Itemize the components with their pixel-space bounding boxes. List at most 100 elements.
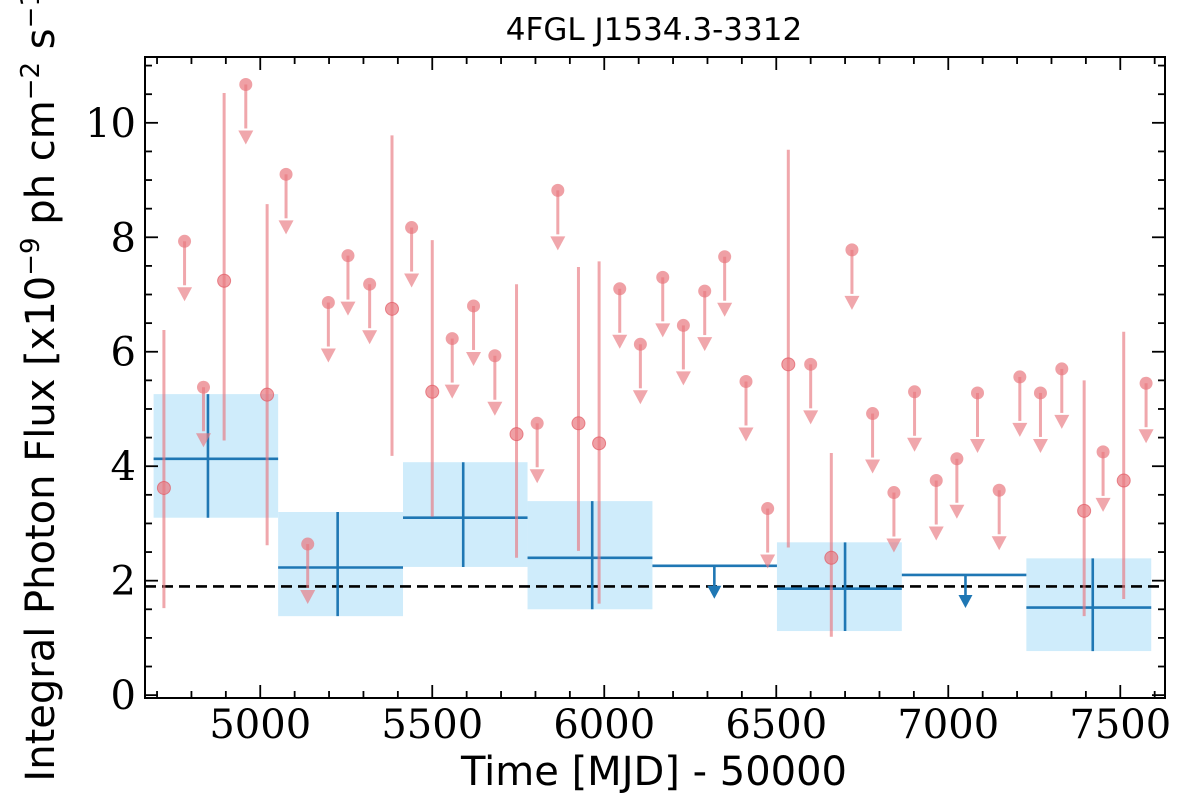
short-bin-upper-limit-arrow <box>865 459 881 474</box>
x-tick-label: 6000 <box>553 702 655 748</box>
short-bin-upper-limit-point <box>405 221 419 235</box>
y-tick-label: 4 <box>111 444 136 490</box>
short-bin-upper-limit-arrow <box>760 554 776 569</box>
plot-frame <box>144 56 1166 699</box>
short-bin-upper-limit-point <box>739 375 753 389</box>
long-bin-markers <box>153 394 1152 652</box>
short-bin-upper-limit-point <box>530 416 544 430</box>
short-bin-upper-limit-point <box>1033 386 1047 400</box>
y-tick-label: 0 <box>111 673 136 719</box>
short-bin-upper-limit-arrow <box>195 433 211 448</box>
long-bin-band <box>278 511 404 617</box>
short-bin-upper-limit-arrow <box>675 371 691 386</box>
x-tick-label: 5500 <box>381 702 483 748</box>
short-bin-point <box>509 427 524 442</box>
axis-ticks <box>145 57 1165 698</box>
long-bin-upper-limit-arrow <box>958 594 973 608</box>
y-axis-label: Integral Photon Flux [x10−9 ph cm−2 s−1] <box>16 0 64 782</box>
short-bin-upper-limit-point <box>676 318 690 332</box>
short-bin-upper-limit-point <box>467 299 481 313</box>
short-bin-upper-limit-point <box>279 167 293 181</box>
short-bin-upper-limit-arrow <box>1138 429 1154 444</box>
x-tick-label: 7000 <box>897 702 999 748</box>
short-bin-upper-limit-arrow <box>340 301 356 316</box>
short-bin-upper-limit-point <box>845 243 859 257</box>
short-bin-upper-limit-point <box>613 282 627 296</box>
short-bin-upper-limit-point <box>698 284 712 298</box>
long-bin-band <box>153 394 279 518</box>
long-bin-band <box>403 462 528 567</box>
short-bin-point <box>592 436 607 451</box>
short-bin-upper-limit-arrow <box>404 273 420 288</box>
long-bin-bands <box>153 394 1152 652</box>
short-bin-upper-limit-arrow <box>362 330 378 345</box>
y-tick-label: 8 <box>111 215 136 261</box>
long-bin-band <box>527 501 653 610</box>
short-bin-upper-limit-point <box>301 537 315 551</box>
y-tick-label: 2 <box>111 559 136 605</box>
y-tick-label: 10 <box>85 101 136 147</box>
short-bin-upper-limit-point <box>1013 370 1027 384</box>
short-bin-upper-limit-point <box>908 385 922 399</box>
long-bin-upper-limit-arrow <box>707 585 722 599</box>
short-bin-upper-limit-point <box>1055 362 1069 376</box>
short-bin-point <box>571 416 586 431</box>
short-bin-upper-limit-point <box>239 77 253 91</box>
short-bin-upper-limit-arrow <box>928 526 944 541</box>
short-bin-point <box>156 480 171 495</box>
short-bin-upper-limit-arrow <box>529 469 545 484</box>
short-bin-upper-limit-point <box>551 183 565 197</box>
short-bin-upper-limit-arrow <box>1032 438 1048 453</box>
short-bin-upper-limit-arrow <box>991 536 1007 551</box>
x-tick-label: 5000 <box>209 702 311 748</box>
short-bin-upper-limit-point <box>196 380 210 394</box>
short-bin-upper-limit-point <box>363 277 377 291</box>
short-bin-upper-limit-arrow <box>238 130 254 145</box>
short-bin-upper-limit-arrow <box>697 337 713 352</box>
x-tick-label: 7500 <box>1069 702 1171 748</box>
short-bin-point <box>1077 503 1092 518</box>
short-bin-upper-limit-arrow <box>907 437 923 452</box>
short-bin-upper-limit-point <box>178 234 192 248</box>
x-axis-label: Time [MJD] - 50000 <box>460 749 847 795</box>
short-bin-upper-limit-point <box>656 270 670 284</box>
short-bin-point <box>824 550 839 565</box>
short-bin-upper-limit-arrow <box>655 323 671 338</box>
short-bin-upper-limit-arrow <box>738 427 754 442</box>
y-tick-labels: 0 2 4 6 8 10 <box>85 101 136 719</box>
short-bin-upper-limit-point <box>718 250 732 264</box>
short-bin-upper-limit-arrow <box>300 590 316 605</box>
short-bin-upper-limit-arrow <box>278 220 294 235</box>
short-bin-upper-limit-point <box>488 349 502 363</box>
short-bin-upper-limit-arrow <box>177 287 193 302</box>
short-bin-upper-limit-arrow <box>1012 422 1028 437</box>
short-bin-upper-limit-arrow <box>717 302 733 317</box>
x-tick-label: 6500 <box>725 702 827 748</box>
short-bin-point <box>1116 473 1131 488</box>
short-bin-upper-limit-point <box>804 357 818 371</box>
short-bin-upper-limit-point <box>971 386 985 400</box>
short-bin-upper-limit-point <box>929 474 943 488</box>
short-bin-upper-limit-arrow <box>949 504 965 519</box>
short-bin-upper-limit-point <box>341 249 355 263</box>
short-bin-upper-limit-point <box>321 296 335 310</box>
short-bin-point <box>217 273 232 288</box>
short-bin-upper-limit-point <box>1139 376 1153 390</box>
short-bin-upper-limit-arrow <box>612 334 628 349</box>
short-bin-upper-limit-point <box>866 407 880 421</box>
short-bin-upper-limit-arrow <box>550 236 566 251</box>
chart-title: 4FGL J1534.3-3312 <box>506 12 802 48</box>
y-tick-label: 6 <box>111 330 136 376</box>
short-bin-upper-limit-arrow <box>844 295 860 310</box>
short-bin-upper-limit-point <box>887 486 901 500</box>
short-bin-point <box>385 301 400 316</box>
short-bin-upper-limit-arrow <box>970 438 986 453</box>
short-bin-markers <box>156 77 1154 637</box>
short-bin-upper-limit-point <box>761 502 775 516</box>
short-bin-upper-limit-point <box>1096 445 1110 459</box>
short-bin-point <box>260 387 275 402</box>
plot-area <box>145 77 1165 652</box>
short-bin-upper-limit-point <box>633 337 647 351</box>
short-bin-point <box>781 357 796 372</box>
